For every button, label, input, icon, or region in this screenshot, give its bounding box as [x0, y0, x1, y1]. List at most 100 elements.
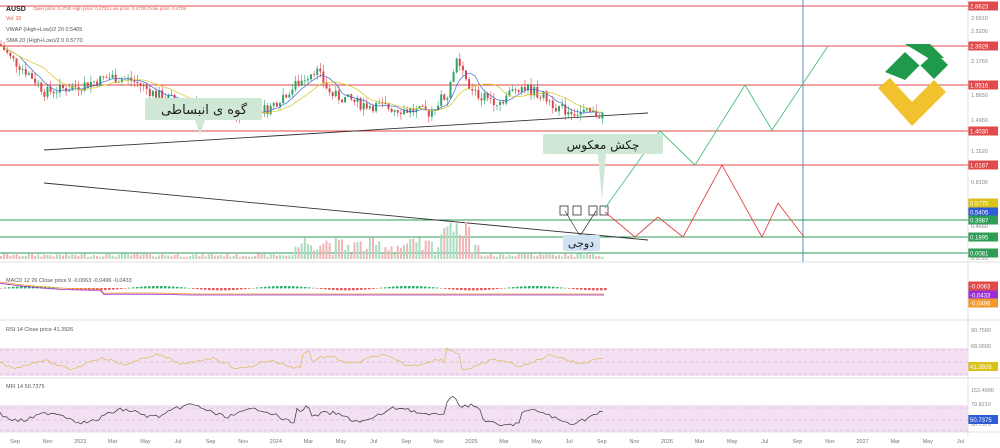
y-tick-label: 0.4660: [971, 224, 988, 230]
x-tick-label: May: [531, 439, 542, 445]
x-tick-label: Sep: [10, 439, 20, 445]
pattern-box: [588, 205, 598, 216]
x-tick-label: Nov: [43, 439, 53, 445]
volume-bar: [179, 256, 182, 259]
macd-histogram-bar: [508, 287, 511, 289]
volume-bar: [207, 254, 210, 259]
volume-bar: [303, 237, 306, 259]
volume-bar: [564, 253, 567, 259]
macd-histogram-bar: [268, 286, 271, 289]
chart-panels: [0, 0, 1000, 433]
volume-bar: [130, 255, 133, 259]
macd-histogram-bar: [380, 287, 383, 289]
volume-bar: [319, 245, 322, 259]
macd-histogram-bar: [116, 288, 119, 290]
candle-body: [71, 86, 74, 91]
volume-bar: [570, 254, 573, 259]
macd-histogram-bar: [488, 288, 491, 290]
volume-bar: [21, 255, 24, 259]
mfi-tag-label: 50.7375: [970, 418, 992, 424]
volume-bar: [598, 255, 601, 259]
volume-bar: [316, 249, 319, 259]
volume-bar: [229, 256, 232, 259]
macd-histogram-bar: [344, 288, 347, 291]
x-tick-label: Jul: [174, 439, 181, 445]
doji-label: دوجی: [563, 235, 600, 251]
volume-bar: [288, 255, 291, 259]
pattern-box: [572, 205, 582, 216]
macd-tag-label: -0.0063: [970, 285, 991, 291]
macd-histogram-bar: [516, 286, 519, 289]
candle-body: [269, 105, 272, 115]
volume-bar: [527, 254, 529, 259]
candle-body: [458, 58, 461, 66]
volume-bar: [232, 256, 235, 259]
macd-tag: [968, 281, 998, 291]
candle-body: [102, 76, 105, 78]
volume-bar: [77, 255, 80, 259]
volume-bar: [254, 255, 257, 259]
macd-histogram-bar: [4, 287, 7, 289]
macd-histogram-bar: [416, 286, 419, 289]
reversal-label: چکش معکوس: [543, 134, 663, 200]
macd-histogram-bar: [20, 286, 23, 289]
candle-body: [387, 103, 390, 109]
volume-bar: [412, 238, 415, 259]
volume-bar: [266, 256, 269, 259]
volume-bar: [576, 253, 579, 259]
logo-green-chevron: [885, 52, 948, 80]
candle-body: [74, 86, 77, 87]
volume-bar: [430, 241, 433, 259]
x-tick-label: May: [140, 439, 151, 445]
macd-histogram-bar: [364, 288, 367, 290]
macd-histogram-bar: [384, 287, 387, 289]
volume-bar: [139, 254, 142, 259]
volume-bar: [238, 256, 241, 259]
macd-line: [0, 281, 604, 295]
volume-bar: [393, 253, 396, 259]
volume-bar: [31, 253, 33, 259]
macd-histogram-bar: [476, 288, 479, 291]
volume-bar: [226, 253, 229, 259]
volume-bar: [6, 253, 9, 259]
price-tag: [968, 198, 998, 208]
macd-histogram-bar: [148, 286, 151, 289]
volume-bar: [437, 247, 440, 259]
volume-bar: [195, 253, 198, 259]
volume-bar: [592, 253, 595, 259]
candle-body: [89, 81, 92, 88]
price-tag: [968, 232, 998, 242]
volume-bar: [409, 239, 412, 259]
volume-bar: [58, 254, 61, 259]
volume-bar: [12, 255, 15, 259]
macd-histogram-bar: [160, 286, 163, 289]
sma-readout: SMA 20 (High+Low)/2 0 0.5770: [6, 38, 83, 44]
macd-histogram-bar: [16, 286, 19, 289]
volume-bar: [465, 222, 467, 259]
bearish-projection: [604, 164, 805, 238]
macd-histogram-bar: [576, 288, 579, 290]
volume-bar: [9, 256, 12, 259]
mfi-legend: MFI 14 50.7375: [6, 384, 45, 390]
volume-bar: [158, 255, 161, 259]
volume-bar: [589, 254, 591, 259]
macd-histogram-bar: [284, 286, 287, 289]
volume-bar: [337, 239, 340, 259]
price-tag: [968, 41, 998, 51]
candle-body: [511, 89, 514, 91]
volume-bar: [415, 242, 418, 259]
volume-bar: [390, 246, 393, 259]
candle-body: [120, 79, 123, 82]
volume-bar: [511, 256, 514, 259]
macd-histogram-bar: [356, 288, 359, 291]
macd-histogram-bar: [280, 286, 283, 289]
volume-bar: [217, 255, 219, 259]
candle-body: [344, 96, 347, 103]
macd-histogram-bar: [484, 288, 487, 291]
price-tag-label: 1.4030: [970, 130, 989, 136]
x-tick-label: Mar: [304, 439, 314, 445]
candle-body: [390, 108, 393, 112]
candle-body: [313, 74, 316, 76]
macd-histogram-bar: [172, 286, 175, 289]
volume-bar: [204, 256, 207, 259]
